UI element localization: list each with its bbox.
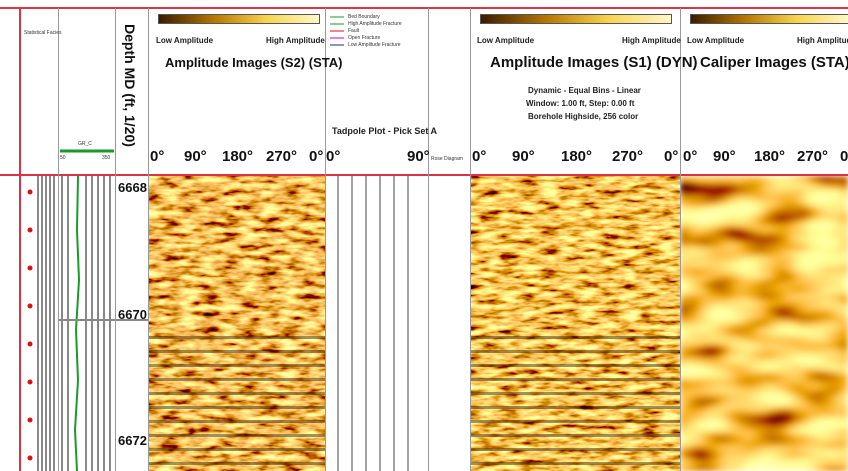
high-label: High Amplitude bbox=[266, 36, 325, 45]
color-scale bbox=[480, 14, 672, 24]
tick-label: 0° bbox=[683, 148, 697, 165]
facies-lines bbox=[38, 176, 110, 471]
depth-title: Depth MD (ft, 1/20) bbox=[122, 24, 138, 147]
gr-min: 50 bbox=[60, 155, 66, 161]
tick-label: 270° bbox=[797, 148, 828, 165]
depth-label: 6672 bbox=[118, 433, 147, 448]
divider bbox=[325, 8, 326, 471]
divider bbox=[470, 8, 471, 471]
tick-label: 90° bbox=[184, 148, 207, 165]
note: Dynamic - Equal Bins - Linear bbox=[528, 86, 641, 95]
tick-label: 0° bbox=[472, 148, 486, 165]
tick-label: 0° bbox=[326, 148, 340, 165]
legend-item: Open Fracture bbox=[348, 35, 380, 41]
gr-curve-name: GR_C bbox=[78, 141, 92, 147]
tick-label: 0° bbox=[840, 148, 848, 165]
tick-label: 180° bbox=[222, 148, 253, 165]
facies-dots bbox=[28, 190, 33, 461]
track-title: Tadpole Plot - Pick Set A bbox=[332, 126, 437, 136]
divider bbox=[115, 8, 116, 471]
color-scale bbox=[690, 14, 848, 24]
tick-label: 180° bbox=[561, 148, 592, 165]
gr-max: 350 bbox=[102, 155, 110, 161]
divider bbox=[428, 8, 429, 471]
legend-item: Fault bbox=[348, 28, 359, 34]
caliper-image bbox=[680, 176, 848, 471]
s2-bands bbox=[148, 330, 325, 471]
tick-label: 0° bbox=[309, 148, 323, 165]
high-label: High Amplitude bbox=[622, 36, 681, 45]
low-label: Low Amplitude bbox=[477, 36, 534, 45]
log-viewer: Statistical Facies GR_C 50 350 Depth MD … bbox=[0, 0, 848, 471]
legend-symbols bbox=[330, 17, 344, 45]
gr-curve bbox=[75, 176, 79, 471]
tick-label: 180° bbox=[754, 148, 785, 165]
legend-item: Low Amplitude Fracture bbox=[348, 42, 401, 48]
color-scale bbox=[158, 14, 320, 24]
tadpole-grid bbox=[338, 176, 408, 471]
tick-label: 270° bbox=[612, 148, 643, 165]
track-title: Caliper Images (STA) bbox=[700, 54, 848, 71]
note: Borehole Highside, 256 color bbox=[528, 112, 638, 121]
high-label: High Amplitude bbox=[797, 36, 848, 45]
depth-label: 6670 bbox=[118, 307, 147, 322]
depth-label: 6668 bbox=[118, 180, 147, 195]
tick-label: 90° bbox=[407, 148, 430, 165]
divider bbox=[680, 8, 681, 471]
track-title: Amplitude Images (S2) (STA) bbox=[165, 55, 342, 70]
note: Window: 1.00 ft, Step: 0.00 ft bbox=[526, 99, 634, 108]
tick-label: 90° bbox=[512, 148, 535, 165]
tick-label: 270° bbox=[266, 148, 297, 165]
legend-item: High Amplitude Fracture bbox=[348, 21, 402, 27]
s1-bands bbox=[470, 330, 680, 471]
tick-label: 0° bbox=[150, 148, 164, 165]
track-title: Amplitude Images (S1) (DYN) bbox=[490, 54, 698, 71]
divider bbox=[58, 8, 59, 471]
legend-item: Bed Boundary bbox=[348, 14, 380, 20]
facies-title: Statistical Facies bbox=[24, 30, 62, 36]
divider bbox=[148, 8, 149, 471]
tick-label: 0° bbox=[664, 148, 678, 165]
low-label: Low Amplitude bbox=[156, 36, 213, 45]
track-title: Rose Diagram bbox=[431, 156, 463, 162]
low-label: Low Amplitude bbox=[687, 36, 744, 45]
tick-label: 90° bbox=[713, 148, 736, 165]
